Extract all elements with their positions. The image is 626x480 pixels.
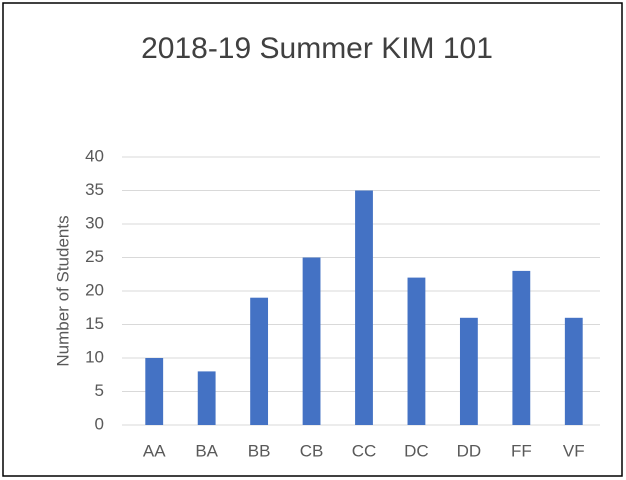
- y-tick-label: 25: [85, 247, 104, 266]
- y-tick-label: 30: [85, 213, 104, 232]
- y-tick-label: 10: [85, 347, 104, 366]
- x-tick-label: VF: [563, 441, 585, 460]
- y-tick-label: 20: [85, 280, 104, 299]
- x-tick-label: CC: [352, 441, 377, 460]
- x-tick-label: CB: [300, 441, 324, 460]
- x-tick-label: AA: [143, 441, 166, 460]
- y-tick-label: 40: [85, 146, 104, 165]
- y-tick-label: 35: [85, 180, 104, 199]
- y-tick-label: 0: [95, 414, 104, 433]
- y-tick-label: 5: [95, 381, 104, 400]
- y-axis-label: Number of Students: [53, 215, 72, 366]
- bar: [407, 277, 426, 425]
- x-tick-label: FF: [511, 441, 532, 460]
- bar: [302, 257, 321, 425]
- bar: [564, 317, 583, 425]
- bar: [512, 270, 531, 425]
- bar: [197, 371, 216, 425]
- bar: [459, 317, 478, 425]
- x-tick-label: BA: [195, 441, 218, 460]
- y-tick-label: 15: [85, 314, 104, 333]
- bar: [250, 297, 269, 425]
- x-tick-label: DD: [457, 441, 482, 460]
- x-tick-label: BB: [248, 441, 271, 460]
- bar: [355, 190, 373, 425]
- bar: [145, 358, 164, 425]
- x-tick-label: DC: [404, 441, 429, 460]
- chart-title: 2018-19 Summer KIM 101: [141, 32, 493, 65]
